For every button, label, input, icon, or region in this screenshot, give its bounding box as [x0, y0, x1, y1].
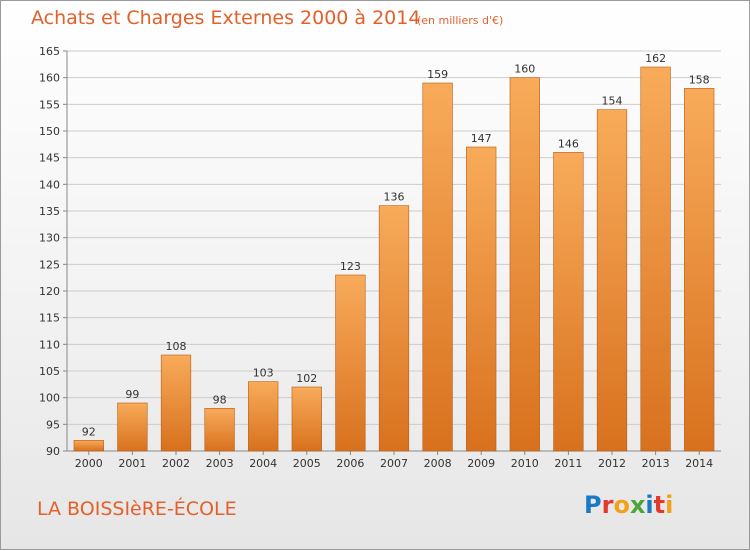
x-tick-label: 2011	[554, 457, 582, 470]
y-tick-label: 100	[39, 392, 60, 405]
chart-subtitle: (en milliers d'€)	[417, 14, 504, 27]
value-label: 147	[471, 132, 492, 145]
bar-2006	[335, 274, 366, 452]
logo-letter: i	[645, 491, 654, 519]
bar-2002	[160, 354, 192, 452]
y-tick-label: 160	[39, 72, 60, 85]
y-tick-label: 135	[39, 205, 60, 218]
value-label: 146	[558, 137, 579, 150]
y-tick-label: 130	[39, 232, 60, 245]
x-tick-label: 2010	[511, 457, 539, 470]
bar-2010	[509, 77, 540, 452]
value-label: 160	[514, 63, 535, 76]
logo-letter: r	[601, 491, 614, 519]
x-tick-label: 2007	[380, 457, 408, 470]
bar-2008	[422, 82, 453, 452]
bar-2001	[117, 402, 148, 452]
y-tick-label: 90	[46, 445, 60, 458]
y-tick-label: 125	[39, 258, 60, 271]
x-tick-label: 2004	[249, 457, 277, 470]
value-label: 99	[125, 388, 139, 401]
x-tick-label: 2005	[293, 457, 321, 470]
x-tick-label: 2003	[206, 457, 234, 470]
y-tick-label: 140	[39, 178, 60, 191]
value-label: 98	[213, 393, 227, 406]
bar-2003	[204, 408, 235, 452]
y-tick-label: 105	[39, 365, 60, 378]
value-label: 158	[689, 73, 710, 86]
y-tick-label: 145	[39, 152, 60, 165]
value-label: 102	[296, 372, 317, 385]
x-tick-label: 2009	[467, 457, 495, 470]
value-label: 154	[602, 95, 623, 108]
y-tick-label: 95	[46, 418, 60, 431]
chart-title: Achats et Charges Externes 2000 à 2014	[31, 7, 421, 29]
bar-2007	[378, 205, 410, 452]
value-label: 159	[427, 68, 448, 81]
y-tick-label: 150	[39, 125, 60, 138]
bar-2005	[291, 386, 322, 452]
x-tick-label: 2008	[424, 457, 452, 470]
value-label: 136	[384, 191, 405, 204]
x-tick-label: 2001	[118, 457, 146, 470]
value-label: 162	[645, 52, 666, 65]
x-tick-label: 2002	[162, 457, 190, 470]
bar-2009	[466, 146, 497, 452]
bar-2014	[684, 88, 715, 452]
logo-letter: x	[629, 491, 646, 519]
x-tick-label: 2013	[642, 457, 670, 470]
logo-letter: o	[613, 491, 630, 519]
logo-letter: P	[584, 491, 602, 519]
bar-2011	[553, 152, 584, 452]
proxiti-logo[interactable]: Proxiti	[584, 491, 673, 519]
value-label: 123	[340, 260, 361, 273]
x-tick-label: 2000	[75, 457, 103, 470]
x-tick-label: 2012	[598, 457, 626, 470]
logo-letter: i	[665, 491, 674, 519]
x-tick-label: 2014	[685, 457, 713, 470]
y-tick-label: 120	[39, 285, 60, 298]
value-label: 108	[166, 340, 187, 353]
bars	[73, 66, 715, 452]
bar-2000	[73, 440, 104, 452]
bar-2013	[640, 66, 671, 452]
y-tick-label: 165	[39, 45, 60, 58]
logo-letter: t	[653, 491, 666, 519]
value-label: 92	[82, 425, 96, 438]
y-tick-label: 155	[39, 98, 60, 111]
y-tick-label: 110	[39, 338, 60, 351]
y-tick-label: 115	[39, 312, 60, 325]
bar-2004	[248, 381, 279, 452]
commune-name: LA BOISSIèRE-ÉCOLE	[37, 498, 237, 520]
x-tick-label: 2006	[336, 457, 364, 470]
labels: 90 95 100 105 110 115 120 125 130 135 140 145 150 155…	[39, 45, 713, 470]
value-label: 103	[253, 367, 274, 380]
bar-2012	[596, 109, 628, 452]
